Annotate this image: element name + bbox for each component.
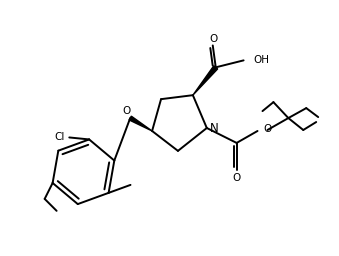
- Polygon shape: [129, 116, 152, 131]
- Text: O: O: [263, 124, 272, 134]
- Text: O: O: [122, 106, 131, 116]
- Text: Cl: Cl: [54, 132, 64, 142]
- Text: N: N: [210, 122, 218, 135]
- Text: O: O: [233, 173, 241, 183]
- Text: OH: OH: [254, 55, 270, 65]
- Text: O: O: [210, 35, 218, 45]
- Polygon shape: [193, 66, 218, 95]
